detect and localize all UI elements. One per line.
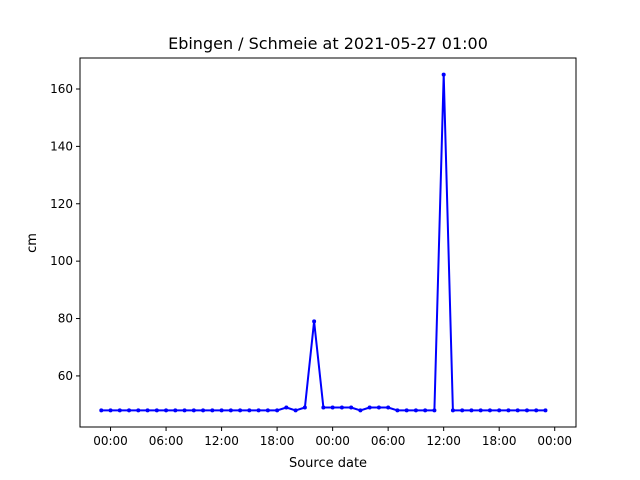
y-tick-label: 120: [50, 197, 73, 211]
data-point: [228, 408, 233, 413]
data-point: [256, 408, 261, 413]
data-point: [534, 408, 539, 413]
data-point: [497, 408, 502, 413]
y-tick-label: 140: [50, 139, 73, 153]
data-point: [191, 408, 196, 413]
x-tick-label: 00:00: [93, 434, 128, 448]
y-tick-label: 60: [58, 369, 73, 383]
data-point: [210, 408, 215, 413]
data-point: [478, 408, 483, 413]
data-point: [302, 405, 307, 410]
data-point: [432, 408, 437, 413]
x-tick-label: 00:00: [537, 434, 572, 448]
data-point: [413, 408, 418, 413]
data-point: [238, 408, 243, 413]
x-tick-label: 00:00: [315, 434, 350, 448]
data-point: [173, 408, 178, 413]
x-tick-label: 12:00: [426, 434, 461, 448]
data-point: [506, 408, 511, 413]
data-point: [219, 408, 224, 413]
data-point: [376, 405, 381, 410]
data-point: [136, 408, 141, 413]
y-tick-label: 160: [50, 82, 73, 96]
data-point: [275, 408, 280, 413]
data-point: [487, 408, 492, 413]
y-axis: 60 80 100 120 140 160: [50, 82, 80, 383]
data-point: [524, 408, 529, 413]
y-tick-label: 80: [58, 312, 73, 326]
data-point: [164, 408, 169, 413]
data-point: [293, 408, 298, 413]
data-point: [386, 405, 391, 410]
x-tick-label: 12:00: [204, 434, 239, 448]
data-point: [265, 408, 270, 413]
data-point: [358, 408, 363, 413]
data-point: [349, 405, 354, 410]
x-tick-label: 06:00: [149, 434, 184, 448]
plot-area: [99, 72, 548, 413]
x-tick-label: 18:00: [482, 434, 517, 448]
data-point: [127, 408, 132, 413]
data-point: [460, 408, 465, 413]
data-point: [154, 408, 159, 413]
data-point: [99, 408, 104, 413]
data-point: [339, 405, 344, 410]
data-point: [330, 405, 335, 410]
data-point: [450, 408, 455, 413]
series-line: [101, 73, 546, 412]
data-point: [284, 405, 289, 410]
x-tick-label: 06:00: [371, 434, 406, 448]
data-point: [145, 408, 150, 413]
data-point: [247, 408, 252, 413]
data-point: [108, 408, 113, 413]
data-point: [423, 408, 428, 413]
data-point: [182, 408, 187, 413]
data-point: [469, 408, 474, 413]
y-axis-label: cm: [25, 233, 40, 253]
x-axis-label: Source date: [289, 456, 367, 471]
data-point: [404, 408, 409, 413]
x-tick-label: 18:00: [260, 434, 295, 448]
y-tick-label: 100: [50, 254, 73, 268]
axes-frame: [79, 57, 577, 428]
data-point: [201, 408, 206, 413]
data-point: [543, 408, 548, 413]
chart-title: Ebingen / Schmeie at 2021-05-27 01:00: [168, 34, 488, 53]
data-point: [515, 408, 520, 413]
data-point: [321, 405, 326, 410]
data-point: [441, 72, 446, 77]
data-point: [367, 405, 372, 410]
x-axis: 00:00 06:00 12:00 18:00 00:00 06:00 12:00 18:00…: [93, 427, 572, 448]
data-point: [117, 408, 122, 413]
data-point: [312, 319, 317, 324]
data-point: [395, 408, 400, 413]
